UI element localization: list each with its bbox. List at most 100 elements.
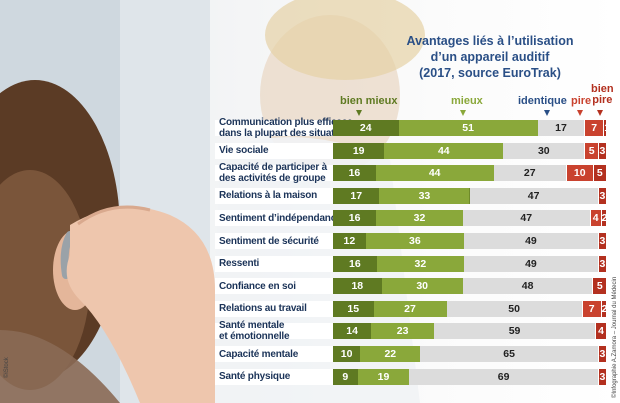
bar-segment-bien-mieux: 10 bbox=[333, 346, 361, 362]
photo-credit: ©iStock bbox=[4, 357, 10, 378]
stacked-bar: 16 44 27 10 5 bbox=[333, 165, 606, 182]
row-label: Santé mentale et émotionnelle bbox=[219, 320, 290, 343]
bar-segment-pire: 7 bbox=[581, 300, 601, 317]
bar-segment-bien-pire: 2 bbox=[600, 300, 606, 317]
stacked-bar: 12 36 49 3 bbox=[333, 233, 606, 249]
row-label: Communication plus efficace, dans la plup… bbox=[219, 117, 356, 139]
row-label-band bbox=[215, 300, 335, 317]
bar-segment-bien-mieux: 19 bbox=[333, 142, 385, 159]
chart-title-line-3: (2017, source EuroTrak) bbox=[419, 66, 561, 80]
bar-segment-mieux: 19 bbox=[357, 368, 410, 385]
bar-segment-identique: 65 bbox=[420, 346, 598, 362]
bar-segment-identique: 47 bbox=[462, 210, 590, 227]
row-label-band bbox=[215, 278, 335, 295]
bar-segment-bien-mieux: 9 bbox=[333, 368, 358, 385]
bar-segment-mieux: 44 bbox=[375, 165, 494, 182]
bar-segment-bien-mieux: 16 bbox=[333, 255, 377, 272]
bar-segment-mieux: 32 bbox=[376, 255, 465, 272]
bar-segment-bien-mieux: 12 bbox=[333, 233, 366, 249]
bar-segment-bien-pire: 5 bbox=[592, 165, 606, 182]
bar-segment-mieux: 51 bbox=[398, 120, 538, 136]
row-label: Relations au travail bbox=[219, 303, 307, 315]
bar-segment-identique: 30 bbox=[503, 142, 585, 159]
bar-segment-pire: 10 bbox=[565, 165, 593, 182]
bar-segment-bien-pire: 3 bbox=[597, 233, 606, 249]
row-label: Relations à la maison bbox=[219, 190, 318, 202]
bar-segment-identique: 17 bbox=[537, 120, 585, 136]
bar-segment-bien-mieux: 24 bbox=[333, 120, 399, 136]
row-label: Capacité mentale bbox=[219, 348, 299, 360]
row-label-band bbox=[215, 368, 335, 385]
stacked-bar: 17 33 47 3 bbox=[333, 187, 606, 204]
stacked-bar: 10 22 65 3 bbox=[333, 346, 606, 362]
bar-segment-bien-pire: 3 bbox=[597, 142, 606, 159]
stacked-bar: 16324742 bbox=[333, 210, 606, 227]
chart-title-line-1: Avantages liés à l’utilisation bbox=[406, 34, 574, 48]
row-label: Capacité de participer à des activités de… bbox=[219, 162, 328, 185]
stacked-bar: 18 30 48 5 bbox=[333, 278, 606, 295]
bar-segment-mieux: 32 bbox=[376, 210, 463, 227]
bar-segment-mieux: 36 bbox=[365, 233, 465, 249]
bar-segment-bien-pire: 1 bbox=[603, 120, 606, 136]
bar-segment-identique: 50 bbox=[446, 300, 582, 317]
bar-segment-bien-pire: 3 bbox=[597, 346, 606, 362]
bar-segment-mieux: 30 bbox=[381, 278, 463, 295]
stacked-bar: 15275072 bbox=[333, 300, 606, 317]
row-label: Sentiment d’indépendance bbox=[219, 212, 342, 224]
stacked-bar: 9 19 69 3 bbox=[333, 368, 606, 385]
bar-segment-identique: 69 bbox=[409, 368, 598, 385]
stacked-bar: 24511771 bbox=[333, 120, 606, 136]
chart-title-line-2: d’un appareil auditif bbox=[430, 50, 550, 64]
bar-segment-identique: 47 bbox=[469, 187, 598, 204]
legend-arrow-bien-mieux bbox=[356, 110, 362, 116]
row-label: Sentiment de sécurité bbox=[219, 235, 319, 247]
chart-title: Avantages liés à l’utilisation d’un appa… bbox=[390, 33, 590, 81]
legend-arrow-identique bbox=[544, 110, 550, 116]
bar-segment-mieux: 27 bbox=[373, 300, 447, 317]
bar-segment-bien-mieux: 16 bbox=[333, 165, 376, 182]
stacked-bar: 19 44 30 5 3 bbox=[333, 142, 606, 159]
legend-label-pire: pire bbox=[571, 95, 592, 107]
bar-segment-bien-pire: 4 bbox=[595, 323, 606, 340]
row-label-band bbox=[215, 346, 335, 362]
bar-segment-bien-pire: 3 bbox=[597, 187, 606, 204]
bar-segment-identique: 27 bbox=[493, 165, 566, 182]
bar-segment-mieux: 22 bbox=[360, 346, 421, 362]
bar-segment-bien-pire: 3 bbox=[597, 368, 606, 385]
bar-segment-identique: 48 bbox=[462, 278, 593, 295]
row-label-band bbox=[215, 120, 335, 136]
bar-segment-bien-mieux: 18 bbox=[333, 278, 382, 295]
bar-segment-bien-pire: 2 bbox=[600, 210, 606, 227]
row-label: Vie sociale bbox=[219, 145, 269, 157]
legend-label-mieux: mieux bbox=[451, 95, 483, 107]
row-label-band bbox=[215, 165, 335, 182]
stacked-bar: 16 32 49 3 bbox=[333, 255, 606, 272]
row-label-band bbox=[215, 210, 335, 227]
bar-segment-pire: 4 bbox=[589, 210, 601, 227]
bar-segment-bien-mieux: 17 bbox=[333, 187, 380, 204]
row-label: Confiance en soi bbox=[219, 280, 296, 292]
bar-segment-bien-pire: 5 bbox=[592, 278, 606, 295]
bar-segment-bien-mieux: 15 bbox=[333, 300, 374, 317]
legend-arrow-pire bbox=[577, 110, 583, 116]
legend-label-identique: identique bbox=[518, 95, 567, 107]
bar-segment-mieux: 33 bbox=[379, 187, 470, 204]
row-label-band bbox=[215, 323, 335, 340]
bar-segment-identique: 49 bbox=[464, 233, 598, 249]
row-label-band bbox=[215, 255, 335, 272]
bar-segment-mieux: 44 bbox=[384, 142, 504, 159]
row-label: Ressenti bbox=[219, 258, 260, 270]
legend-label-bien-mieux: bien mieux bbox=[340, 95, 398, 107]
infographic-credit: ©Infographie A.Zamora – Journal du Médec… bbox=[612, 276, 618, 398]
bar-segment-bien-mieux: 16 bbox=[333, 210, 377, 227]
row-label-band bbox=[215, 142, 335, 159]
bar-segment-bien-mieux: 14 bbox=[333, 323, 372, 340]
bar-segment-pire: 5 bbox=[584, 142, 598, 159]
bar-segment-identique: 59 bbox=[434, 323, 596, 340]
legend-arrow-bien-pire bbox=[597, 110, 603, 116]
row-label-band bbox=[215, 187, 335, 204]
bar-segment-identique: 49 bbox=[464, 255, 598, 272]
stacked-bar: 14 23 59 4 bbox=[333, 323, 606, 340]
bar-segment-pire: 7 bbox=[584, 120, 604, 136]
bar-segment-mieux: 23 bbox=[371, 323, 434, 340]
